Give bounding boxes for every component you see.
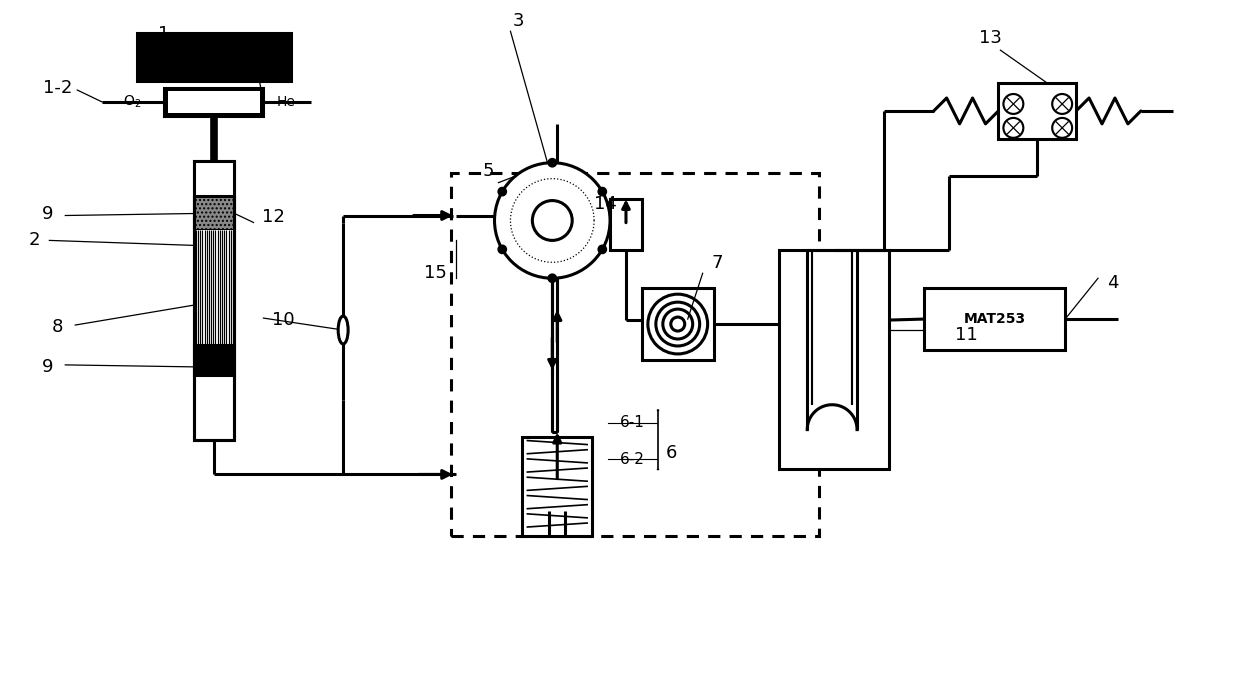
Text: 14: 14	[594, 194, 616, 213]
Bar	[193, 230, 233, 345]
Bar	[642, 288, 713, 360]
Text: 15: 15	[424, 265, 448, 282]
Bar	[136, 33, 291, 81]
Text: 9: 9	[42, 358, 53, 376]
Text: 1: 1	[159, 25, 170, 43]
Circle shape	[532, 200, 572, 240]
Text: 13: 13	[980, 29, 1002, 47]
Bar	[522, 437, 593, 536]
Bar	[450, 173, 820, 536]
Text: 8: 8	[52, 318, 63, 336]
Bar	[193, 161, 233, 439]
Text: 3: 3	[512, 12, 525, 30]
Circle shape	[498, 245, 506, 254]
Circle shape	[598, 188, 606, 196]
Text: 5: 5	[482, 162, 495, 180]
Circle shape	[1053, 118, 1073, 138]
Bar	[193, 161, 233, 439]
Text: 1-1: 1-1	[259, 62, 288, 80]
Circle shape	[548, 274, 557, 282]
Bar	[193, 345, 233, 375]
Bar	[193, 196, 233, 230]
Ellipse shape	[339, 316, 348, 344]
Bar	[780, 250, 889, 469]
Text: 4: 4	[1107, 274, 1118, 292]
Bar	[924, 288, 1065, 350]
Bar	[610, 198, 642, 250]
Text: 12: 12	[262, 209, 285, 227]
Text: O$_2$: O$_2$	[123, 94, 141, 110]
Bar	[193, 161, 233, 196]
Text: 7: 7	[712, 254, 723, 272]
Bar	[998, 83, 1076, 139]
Text: MAT253: MAT253	[963, 312, 1025, 326]
Text: 6: 6	[666, 443, 677, 462]
Text: 6-2: 6-2	[620, 452, 645, 467]
Circle shape	[598, 245, 606, 254]
Text: 9: 9	[42, 205, 53, 223]
Circle shape	[498, 188, 506, 196]
Bar	[167, 91, 260, 113]
Bar	[164, 88, 263, 116]
Text: He: He	[277, 95, 296, 109]
Text: 2: 2	[29, 232, 40, 249]
Circle shape	[548, 159, 557, 167]
Circle shape	[1003, 94, 1023, 114]
Text: 10: 10	[272, 311, 295, 329]
Text: 11: 11	[955, 326, 978, 344]
Text: 1-2: 1-2	[42, 79, 72, 97]
Text: 6-1: 6-1	[620, 415, 645, 430]
Circle shape	[1003, 118, 1023, 138]
Circle shape	[495, 163, 610, 278]
Circle shape	[1053, 94, 1073, 114]
